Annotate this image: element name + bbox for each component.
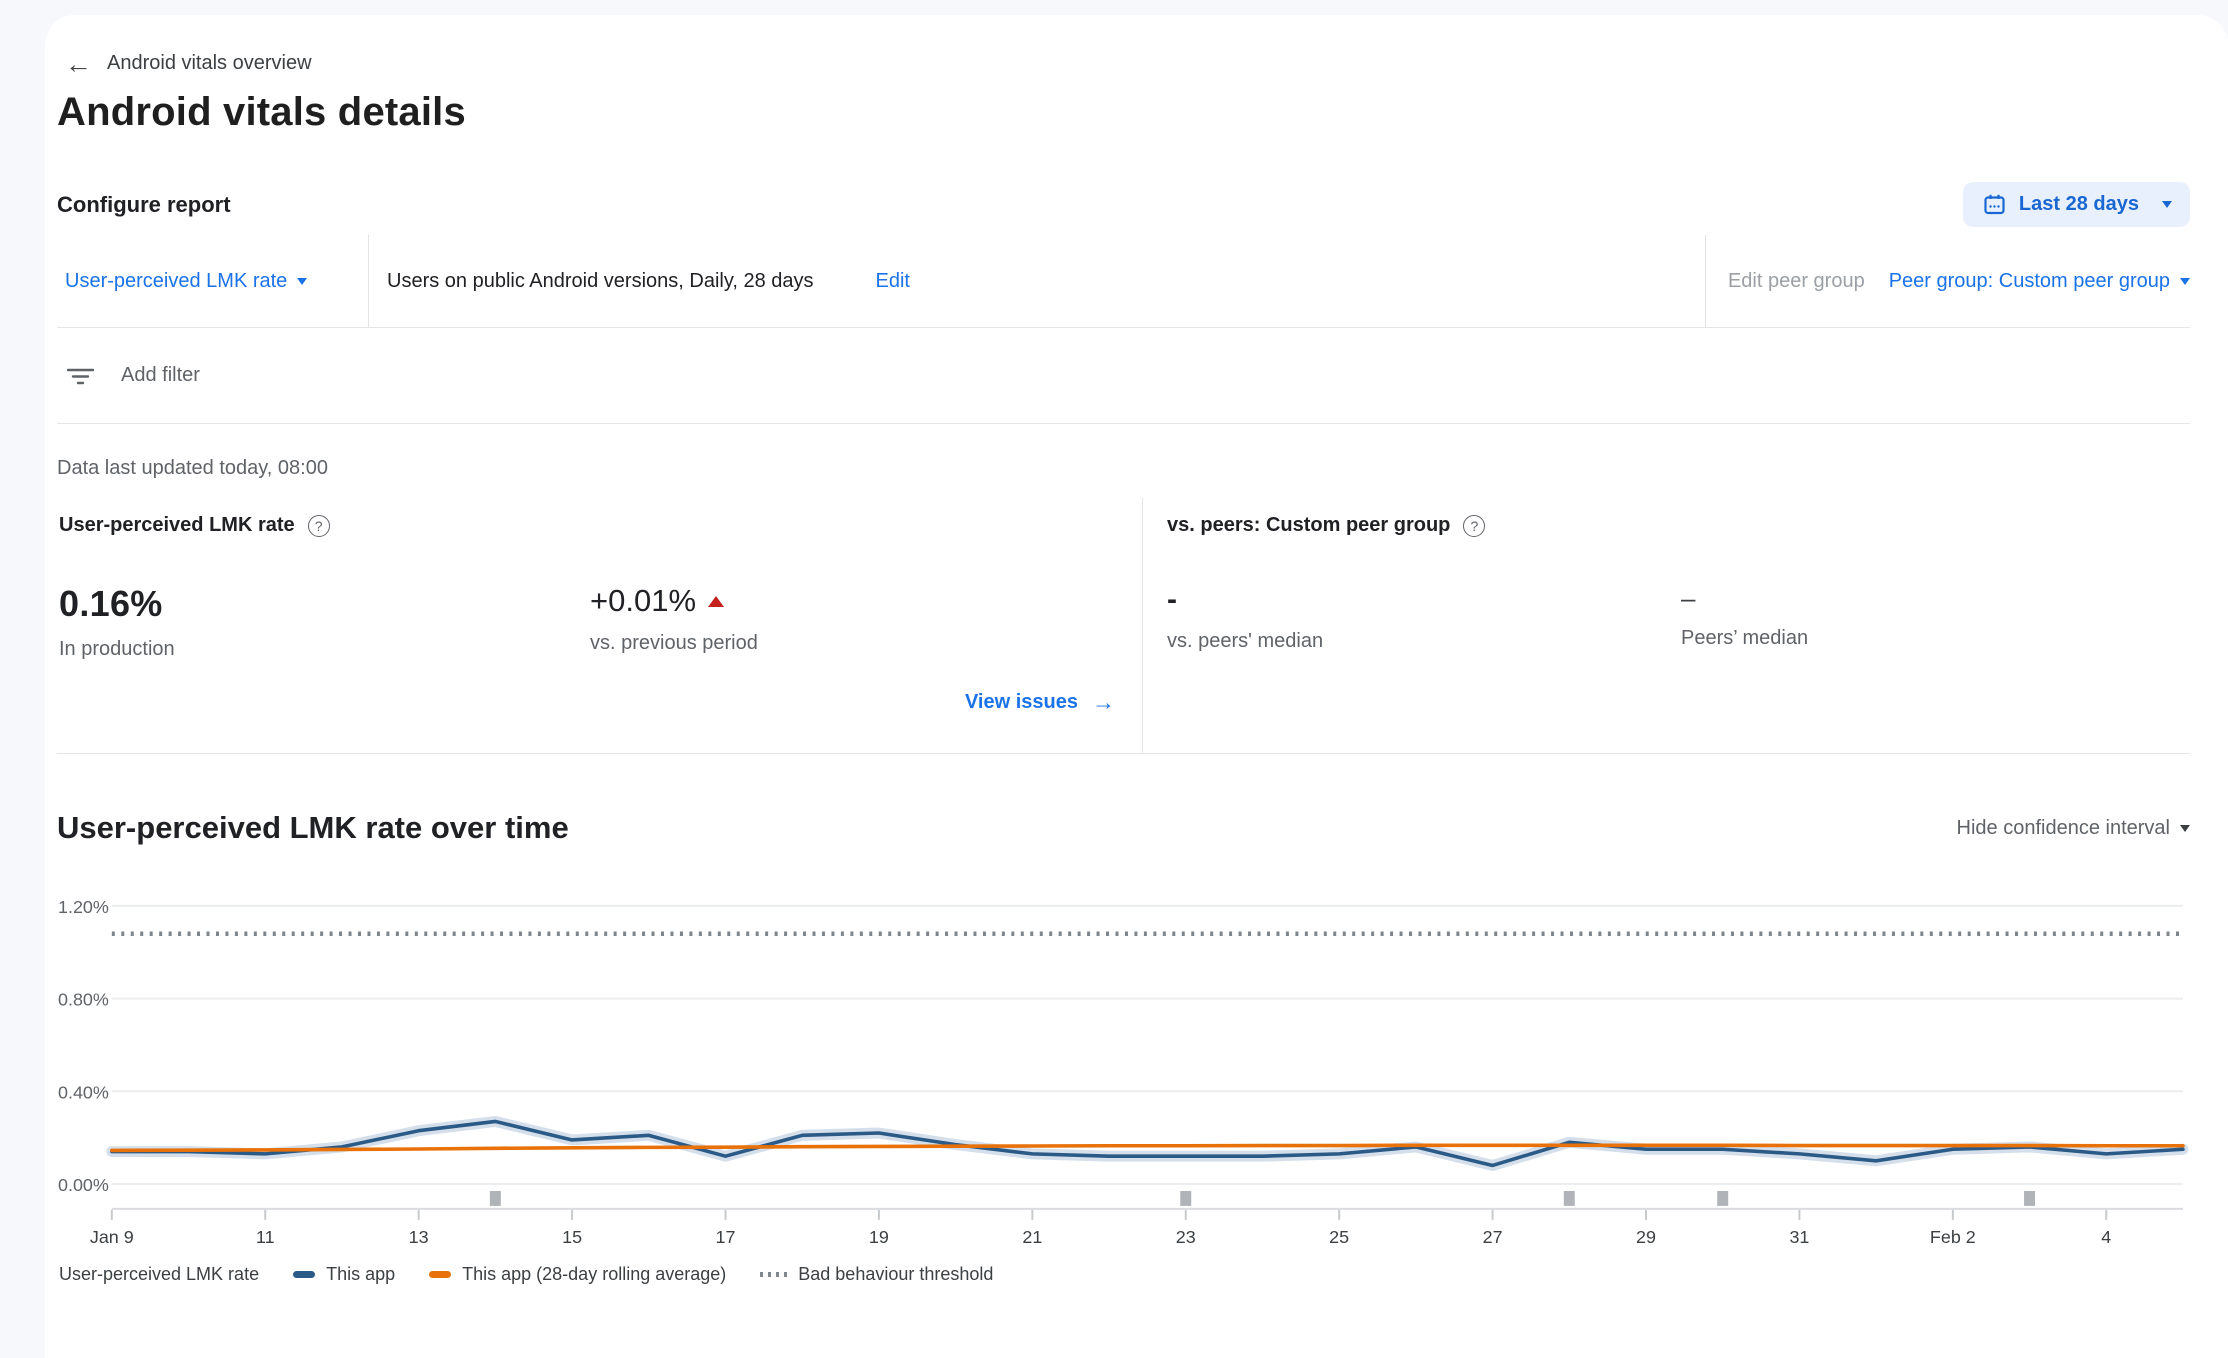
x-axis-tick-label: 29 xyxy=(1636,1227,1656,1247)
back-label[interactable]: Android vitals overview xyxy=(107,52,312,74)
legend-swatch-rolling-average xyxy=(429,1270,452,1278)
config-bar: User-perceived LMK rate Users on public … xyxy=(57,235,2190,327)
y-axis-tick-label: 0.40% xyxy=(58,1082,109,1102)
lmk-card-title-row: User-perceived LMK rate ? xyxy=(59,514,1115,537)
x-axis-tick-label: 19 xyxy=(869,1227,889,1247)
peer-group-selector[interactable]: Peer group: Custom peer group xyxy=(1889,270,2190,293)
help-icon[interactable]: ? xyxy=(1463,514,1486,537)
release-marker[interactable] xyxy=(2024,1190,2036,1206)
lmk-card-values: 0.16% In production +0.01% vs. previous … xyxy=(59,583,1115,661)
y-axis-tick-label: 1.20% xyxy=(58,897,109,917)
lmk-delta-row: +0.01% xyxy=(590,583,758,619)
confidence-interval-toggle[interactable]: Hide confidence interval xyxy=(1957,817,2190,840)
y-axis-tick-label: 0.00% xyxy=(58,1175,109,1195)
date-range-button[interactable]: Last 28 days xyxy=(1962,182,2190,227)
series-line-rolling-average xyxy=(110,1143,2185,1153)
legend-item-this-app: This app xyxy=(293,1264,395,1285)
x-axis-tick-label: 21 xyxy=(1022,1227,1042,1247)
x-axis-tick-label: 15 xyxy=(562,1227,582,1247)
view-issues-label: View issues xyxy=(964,691,1078,713)
release-marker[interactable] xyxy=(489,1190,501,1206)
legend-item-this-app-label: This app xyxy=(326,1263,396,1284)
peers-median-caption: Peers’ median xyxy=(1681,627,1809,649)
filter-icon xyxy=(67,368,94,384)
chevron-down-icon xyxy=(297,277,308,285)
lmk-rate-chart: 0.00% 0.40% 0.80% 1.20% Jan 9 11 13 15 17 19 21 23 2… xyxy=(57,882,2190,1285)
edit-peer-group-link: Edit peer group xyxy=(1727,269,1865,292)
chevron-down-icon xyxy=(2180,824,2190,832)
add-filter-label: Add filter xyxy=(121,364,200,386)
lmk-rate-caption: In production xyxy=(59,638,175,660)
configure-row: Configure report Last 28 days xyxy=(57,182,2190,227)
peer-group-label: Peer group: Custom peer group xyxy=(1888,269,2170,292)
view-issues-link[interactable]: View issues → xyxy=(965,689,1115,716)
metric-description: Users on public Android versions, Daily,… xyxy=(387,269,814,292)
delta-up-icon xyxy=(708,595,725,607)
edit-metric-link[interactable]: Edit xyxy=(875,269,910,292)
vitals-line-chart: 0.00% 0.40% 0.80% 1.20% Jan 9 11 13 15 17 19 21 23 2… xyxy=(58,897,2189,1247)
release-marker[interactable] xyxy=(1563,1190,1575,1206)
chart-header: User-perceived LMK rate over time Hide c… xyxy=(57,810,2190,846)
legend-item-threshold: Bad behaviour threshold xyxy=(760,1264,993,1285)
metric-selector[interactable]: User-perceived LMK rate xyxy=(57,270,368,293)
peers-card-values: - vs. peers' median – Peers’ median xyxy=(1167,583,2190,653)
breadcrumb: ← Android vitals overview xyxy=(57,15,2190,79)
configure-report-title: Configure report xyxy=(57,191,231,217)
x-axis-tick-label: 23 xyxy=(1176,1227,1196,1247)
content-card: ← Android vitals overview Android vitals… xyxy=(45,15,2228,1358)
summary-cards: User-perceived LMK rate ? 0.16% In produ… xyxy=(57,498,2190,754)
legend-swatch-this-app xyxy=(293,1270,316,1278)
vertical-divider xyxy=(1704,235,1706,327)
y-axis-tick-label: 0.80% xyxy=(58,990,109,1010)
release-marker[interactable] xyxy=(1717,1190,1729,1206)
peers-card-title: vs. peers: Custom peer group xyxy=(1167,514,1451,536)
data-updated-status: Data last updated today, 08:00 xyxy=(57,457,328,479)
legend-item-rolling-average: This app (28-day rolling average) xyxy=(429,1264,726,1285)
add-filter-button[interactable]: Add filter xyxy=(57,327,2190,424)
lmk-card-title: User-perceived LMK rate xyxy=(59,514,295,536)
x-axis-tick-label: Feb 2 xyxy=(1930,1227,1976,1247)
x-axis-tick-label: 25 xyxy=(1329,1227,1349,1247)
legend-swatch-threshold xyxy=(760,1272,788,1277)
x-axis-tick-label: 17 xyxy=(716,1227,736,1247)
chevron-down-icon xyxy=(2180,277,2190,285)
x-axis-tick-label: 13 xyxy=(409,1227,429,1247)
back-arrow-icon[interactable]: ← xyxy=(65,48,92,79)
lmk-delta-value: +0.01% xyxy=(590,583,697,618)
peers-card-title-row: vs. peers: Custom peer group ? xyxy=(1167,514,2190,537)
vertical-divider xyxy=(368,235,369,327)
x-axis-tick-label: 31 xyxy=(1789,1227,1809,1247)
calendar-icon xyxy=(1984,194,2005,215)
x-axis-tick-label: 27 xyxy=(1483,1227,1503,1247)
lmk-rate-card: User-perceived LMK rate ? 0.16% In produ… xyxy=(57,498,1142,753)
peers-median-value: – xyxy=(1681,583,1696,613)
lmk-delta-caption: vs. previous period xyxy=(590,632,758,654)
series-line-this-app xyxy=(110,1119,2185,1168)
legend-item-rolling-average-label: This app (28-day rolling average) xyxy=(462,1263,727,1284)
metric-selector-label: User-perceived LMK rate xyxy=(65,269,288,292)
lmk-rate-value: 0.16% xyxy=(59,583,163,624)
arrow-right-icon: → xyxy=(1092,689,1115,715)
release-marker[interactable] xyxy=(1180,1190,1192,1206)
ci-toggle-label: Hide confidence interval xyxy=(1956,816,2170,839)
page-title: Android vitals details xyxy=(57,90,466,134)
vs-peers-median-caption: vs. peers' median xyxy=(1167,630,1324,652)
help-icon[interactable]: ? xyxy=(307,514,330,537)
x-axis-tick-label: 11 xyxy=(256,1227,275,1247)
x-axis-tick-label: 4 xyxy=(2101,1227,2111,1247)
chart-legend: User-perceived LMK rate This app This app… xyxy=(57,1264,2190,1285)
date-range-label: Last 28 days xyxy=(2018,193,2139,215)
legend-prefix: User-perceived LMK rate xyxy=(59,1263,260,1284)
vs-peers-median-value: - xyxy=(1167,583,1177,616)
legend-item-threshold-label: Bad behaviour threshold xyxy=(798,1263,994,1284)
x-axis-tick-label: Jan 9 xyxy=(90,1227,134,1247)
chevron-down-icon xyxy=(2162,201,2172,208)
peers-card: vs. peers: Custom peer group ? - vs. pee… xyxy=(1142,498,2190,753)
chart-title: User-perceived LMK rate over time xyxy=(57,810,569,845)
